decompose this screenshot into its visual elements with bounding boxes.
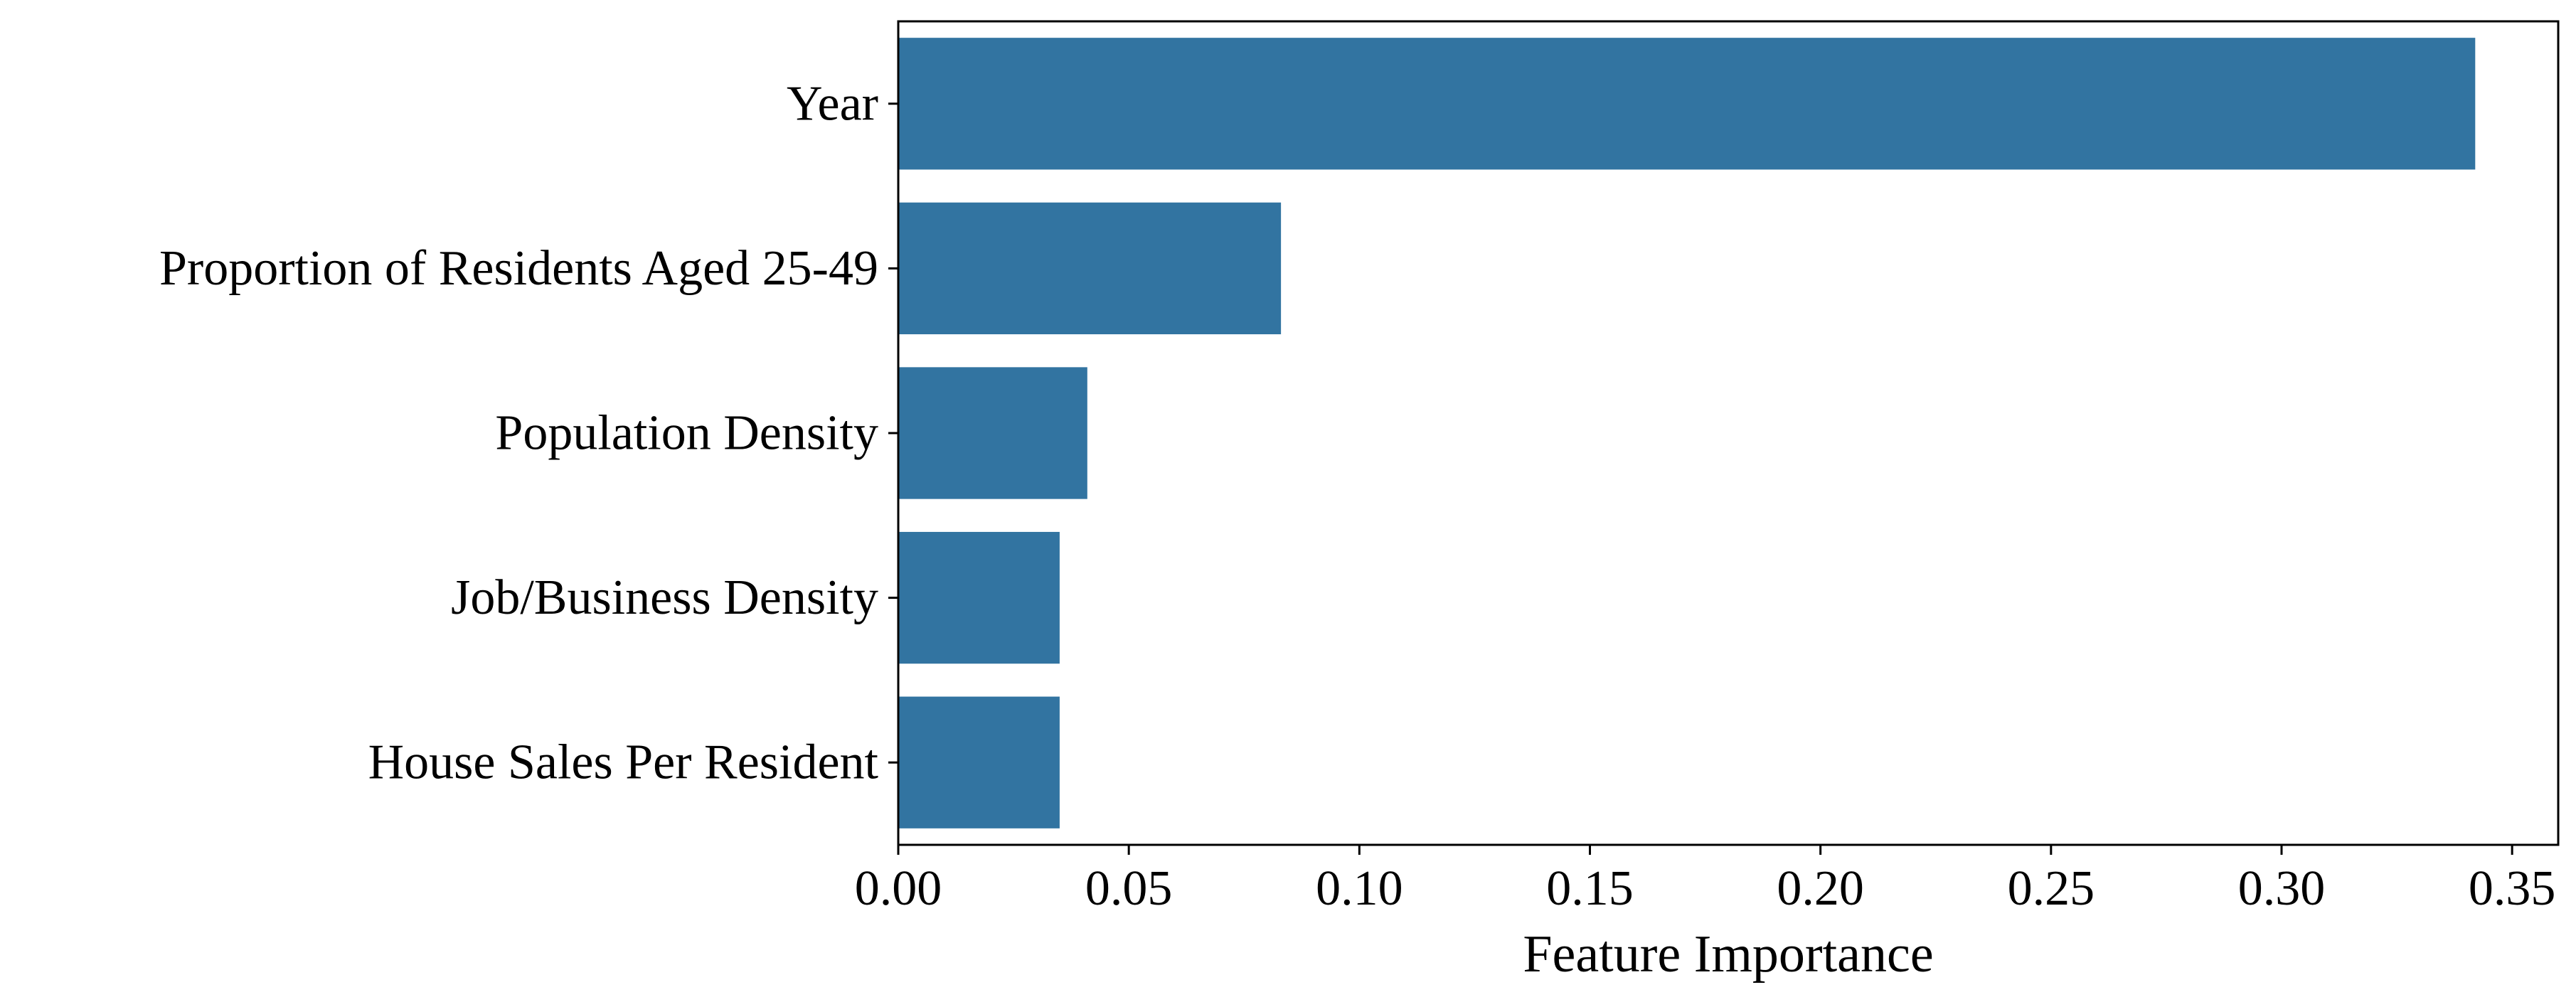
x-tick-label: 0.05: [1085, 861, 1173, 916]
y-tick-label: Proportion of Residents Aged 25-49: [159, 241, 878, 296]
x-tick-label: 0.30: [2238, 861, 2326, 916]
y-tick-label: Job/Business Density: [451, 570, 878, 625]
y-axis: Year Proportion of Residents Aged 25-49 Po…: [159, 76, 898, 790]
bar: [898, 696, 1060, 828]
x-axis: 0.00 0.05 0.10 0.15 0.20 0.25 0.30 0.35: [855, 845, 2556, 916]
x-tick-label: 0.25: [2008, 861, 2095, 916]
x-axis-title: Feature Importance: [1523, 925, 1933, 984]
x-tick-label: 0.20: [1777, 861, 1864, 916]
bar: [898, 531, 1060, 664]
x-tick-label: 0.00: [855, 861, 942, 916]
y-tick-label: Year: [787, 76, 878, 131]
y-tick-label: Population Density: [495, 406, 878, 461]
x-tick-label: 0.35: [2469, 861, 2556, 916]
bar: [898, 367, 1087, 499]
x-tick-label: 0.15: [1546, 861, 1634, 916]
bar: [898, 202, 1282, 335]
y-tick-label: House Sales Per Resident: [368, 735, 879, 790]
x-tick-label: 0.10: [1316, 861, 1403, 916]
bars-layer: [898, 38, 2476, 828]
bar: [898, 38, 2476, 170]
